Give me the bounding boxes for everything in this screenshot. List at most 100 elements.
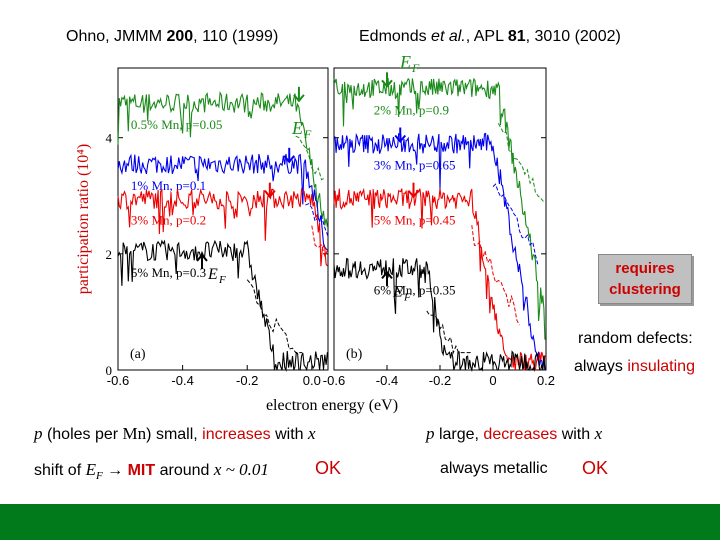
series-line-0-3 [117, 239, 328, 373]
approx-text: x ~ 0.01 [213, 460, 269, 479]
series-tail-1-3 [426, 310, 472, 355]
ef-sub-1-3: F [403, 291, 411, 303]
y-axis-label: participation ratio (10⁴) [75, 144, 92, 294]
ef-arrowhead-1-3 [381, 270, 393, 280]
reference-left: Ohno, JMMM 200, 110 (1999) [66, 28, 278, 46]
requires-clustering-box: requires clustering [598, 254, 692, 304]
series-label-0-0: 0.5% Mn, p=0.05 [131, 117, 222, 132]
ef-label-green-left: E [291, 118, 303, 138]
series-tail-0-0 [295, 135, 326, 181]
ef-label-1-3: E [392, 283, 403, 300]
decreases-text: decreases [483, 426, 558, 443]
series-line-0-1 [117, 153, 328, 251]
ef-arrowhead-0-3 [196, 253, 208, 262]
x-symbol-left: x [308, 424, 316, 443]
mit-text: MIT [127, 462, 156, 479]
x-tick-label: -0.6 [107, 373, 129, 388]
footer-bar [0, 504, 720, 540]
y-tick-label: 0 [106, 363, 113, 378]
always-metallic-note: always metallic [440, 460, 548, 477]
series-tail-0-2 [311, 225, 329, 258]
ok-right: OK [582, 458, 609, 478]
arrow-text: → [102, 462, 128, 479]
series-label-0-1: 1% Mn, p=0.1 [131, 178, 206, 193]
shift-ef-note: shift of EF → MIT around x ~ 0.01 [34, 460, 269, 482]
series-label-0-2: 3% Mn, p=0.2 [131, 213, 206, 228]
x-tick-label: -0.4 [171, 373, 193, 388]
series-tail-0-1 [305, 203, 329, 237]
x-tick-label: -0.2 [236, 373, 258, 388]
reference-left-volume: 200 [166, 28, 194, 45]
mn-text: Mn [122, 424, 147, 443]
panel-frame [117, 67, 329, 371]
reference-right-volume: 81 [507, 28, 526, 45]
x-tick-label: 0 [489, 373, 496, 388]
ef-sub-green-left: F [303, 127, 312, 141]
around-text: around [155, 462, 214, 479]
x-tick-label: 0.0 [303, 373, 321, 388]
p-symbol: p [34, 424, 43, 443]
ef-label-green-right: E [399, 52, 411, 72]
series-line-0-0 [117, 90, 328, 228]
x-tick-label: -0.2 [429, 373, 451, 388]
panel-label: (b) [346, 347, 363, 362]
insulating-text: insulating [627, 358, 695, 375]
series-tail-0-3 [246, 279, 303, 354]
x-axis-label: electron energy (eV) [266, 397, 398, 414]
with-text-right: with [557, 426, 595, 443]
reference-left-text: Ohno, JMMM [66, 28, 167, 45]
y-tick-label: 2 [106, 247, 113, 262]
series-tail-1-1 [492, 183, 539, 266]
series-label-1-1: 3% Mn, p=0.65 [374, 158, 456, 173]
series-line-1-3 [333, 257, 546, 373]
series-line-1-1 [333, 132, 546, 371]
p-symbol-right: p [426, 424, 435, 443]
series-tail-1-2 [471, 225, 520, 326]
ef-arrowhead-1-2 [407, 190, 420, 199]
series-line-0-2 [117, 187, 328, 267]
series-label-1-2: 5% Mn, p=0.45 [374, 213, 456, 228]
series-tail-1-0 [497, 123, 544, 202]
ef-arrowhead-0-0 [293, 94, 305, 103]
x-tick-label: -0.4 [376, 373, 398, 388]
always-text: always [574, 358, 628, 375]
p-text-1: (holes per [42, 426, 123, 443]
ef-sub-0-3: F [218, 274, 226, 286]
x-symbol-right: x [594, 424, 603, 443]
reference-right: Edmonds et al., APL 81, 3010 (2002) [359, 28, 621, 46]
p-large-note: p large, decreases with x [426, 424, 602, 444]
ef-f: F [95, 470, 103, 483]
series-line-1-0 [333, 77, 546, 340]
series-label-1-3: 6% Mn, p=0.35 [374, 282, 456, 297]
p-small-note: p (holes per Mn) small, increases with x [34, 424, 316, 444]
p-text-2: ) small, [146, 426, 203, 443]
reference-right-etal: et al. [431, 28, 466, 45]
p-large-text: large, [434, 426, 484, 443]
reference-left-rest: , 110 (1999) [193, 28, 279, 45]
participation-ratio-chart: 0 2 4 -0.6 -0.4 -0.2 0.0 0.5% Mn, p=0.05 1% Mn, … [75, 52, 555, 414]
always-insulating-note: always insulating [574, 358, 695, 376]
ef-arrowhead-0-2 [264, 190, 276, 199]
ef-sub-green-right: F [411, 61, 420, 75]
requires-text: requires [615, 260, 675, 277]
ef-arrowhead-1-0 [381, 79, 393, 88]
reference-right-rest: , 3010 (2002) [525, 28, 621, 45]
ef-label-0-3: E [207, 266, 218, 283]
shift-of-text: shift of [34, 462, 86, 479]
random-defects-note: random defects: [578, 330, 693, 348]
random-defects-text: random defects: [578, 330, 693, 347]
clustering-text: clustering [609, 281, 681, 298]
ef-e: E [85, 460, 96, 479]
panel-label: (a) [130, 347, 146, 362]
series-label-0-3: 5% Mn, p=0.3 [131, 265, 206, 280]
reference-right-journal: , APL [465, 28, 508, 45]
x-tick-label: -0.6 [323, 373, 345, 388]
ef-arrowhead-0-1 [283, 155, 295, 164]
increases-text: increases [202, 426, 271, 443]
y-tick-label: 4 [106, 131, 113, 146]
x-tick-label: 0.2 [537, 373, 555, 388]
ef-arrowhead-1-1 [394, 134, 407, 144]
series-line-1-2 [333, 187, 546, 371]
series-label-1-0: 2% Mn, p=0.9 [374, 102, 449, 117]
reference-right-text: Edmonds [359, 28, 432, 45]
